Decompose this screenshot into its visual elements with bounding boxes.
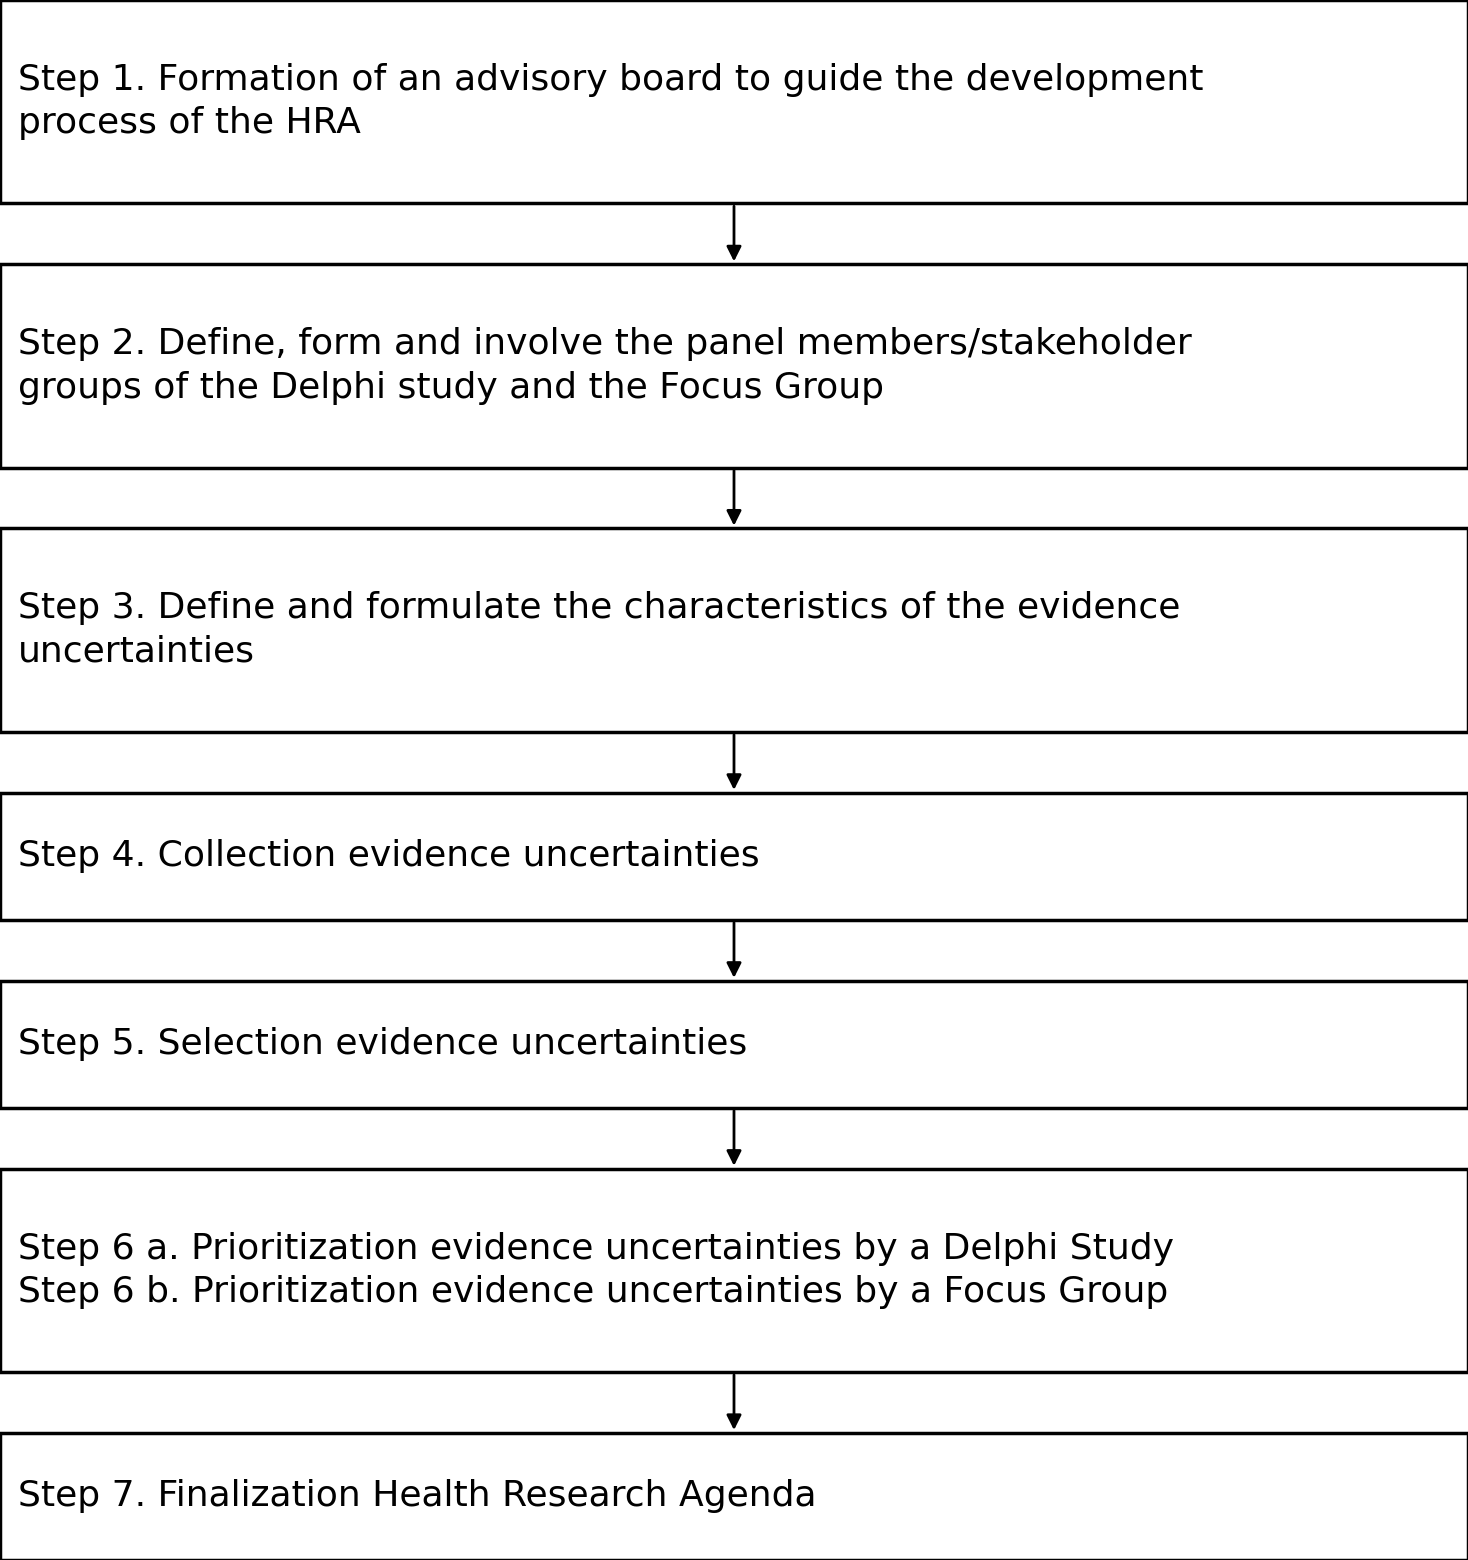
Bar xyxy=(0,1168,1468,1373)
Bar xyxy=(0,0,1468,203)
Text: Step 1. Formation of an advisory board to guide the development
process of the H: Step 1. Formation of an advisory board t… xyxy=(18,62,1204,140)
Bar xyxy=(0,1432,1468,1560)
Bar xyxy=(0,792,1468,920)
Text: Step 5. Selection evidence uncertainties: Step 5. Selection evidence uncertainties xyxy=(18,1026,747,1061)
Text: Step 4. Collection evidence uncertainties: Step 4. Collection evidence uncertaintie… xyxy=(18,839,759,874)
Bar xyxy=(0,529,1468,732)
Bar xyxy=(0,264,1468,468)
Text: Step 6 a. Prioritization evidence uncertainties by a Delphi Study
Step 6 b. Prio: Step 6 a. Prioritization evidence uncert… xyxy=(18,1231,1173,1309)
Text: Step 2. Define, form and involve the panel members/stakeholder
groups of the Del: Step 2. Define, form and involve the pan… xyxy=(18,328,1192,404)
Text: Step 3. Define and formulate the characteristics of the evidence
uncertainties: Step 3. Define and formulate the charact… xyxy=(18,591,1180,669)
Text: Step 7. Finalization Health Research Agenda: Step 7. Finalization Health Research Age… xyxy=(18,1479,816,1513)
Bar xyxy=(0,981,1468,1108)
